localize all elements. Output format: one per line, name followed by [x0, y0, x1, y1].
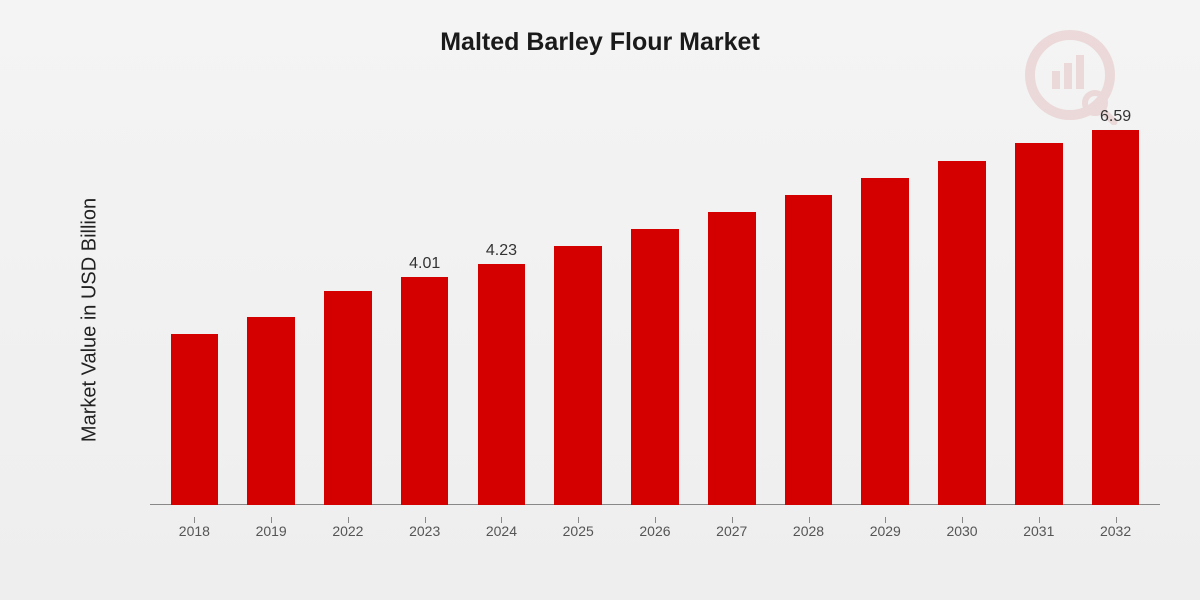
- bar-value-label: 6.59: [1100, 108, 1131, 126]
- bar: [631, 229, 679, 505]
- bar: [861, 178, 909, 505]
- bar: [247, 317, 295, 505]
- bar: [1015, 143, 1063, 505]
- bar-slot: [617, 95, 694, 505]
- bar-slot: 4.01: [386, 95, 463, 505]
- x-axis-tick: [271, 517, 272, 523]
- x-axis-tick: [348, 517, 349, 523]
- bar-slot: [233, 95, 310, 505]
- x-axis-tick: [578, 517, 579, 523]
- bars-container: 4.01 4.23 6.59: [150, 95, 1160, 505]
- x-axis-tick: [1116, 517, 1117, 523]
- x-axis-tick-label: 2028: [770, 523, 847, 539]
- x-labels-container: 2018201920222023202420252026202720282029…: [150, 523, 1160, 539]
- x-axis-tick-label: 2027: [693, 523, 770, 539]
- x-axis-tick-label: 2026: [617, 523, 694, 539]
- bar-slot: [310, 95, 387, 505]
- x-axis-tick: [501, 517, 502, 523]
- chart-area: Market Value in USD Billion 4.01 4.23 6.59…: [70, 95, 1160, 545]
- bar-slot: [156, 95, 233, 505]
- x-axis-tick: [809, 517, 810, 523]
- x-axis-tick: [194, 517, 195, 523]
- x-axis-tick: [1039, 517, 1040, 523]
- bar: 4.01: [401, 277, 449, 505]
- bar-slot: [770, 95, 847, 505]
- x-axis-tick-label: 2024: [463, 523, 540, 539]
- bar-slot: 6.59: [1077, 95, 1154, 505]
- x-axis-tick-label: 2022: [310, 523, 387, 539]
- x-axis-tick-label: 2018: [156, 523, 233, 539]
- bar-slot: [540, 95, 617, 505]
- x-axis-tick-label: 2031: [1000, 523, 1077, 539]
- bar-value-label: 4.01: [409, 255, 440, 273]
- x-axis-tick: [655, 517, 656, 523]
- x-axis-tick-label: 2030: [924, 523, 1001, 539]
- plot-area: 4.014.236.59 201820192022202320242025202…: [150, 95, 1160, 505]
- bar: [324, 291, 372, 505]
- bar: [708, 212, 756, 505]
- x-axis-tick: [885, 517, 886, 523]
- bar: [938, 161, 986, 506]
- bar: 6.59: [1092, 130, 1140, 505]
- bar: [554, 246, 602, 505]
- x-axis-tick-label: 2025: [540, 523, 617, 539]
- bar-value-label: 4.23: [486, 242, 517, 260]
- x-axis-tick: [732, 517, 733, 523]
- bar: 4.23: [478, 264, 526, 505]
- x-axis-tick: [962, 517, 963, 523]
- bar-slot: [924, 95, 1001, 505]
- bar: [171, 334, 219, 505]
- y-axis-label: Market Value in USD Billion: [79, 198, 102, 442]
- x-axis-tick-label: 2032: [1077, 523, 1154, 539]
- x-axis-tick: [425, 517, 426, 523]
- x-axis-tick-label: 2019: [233, 523, 310, 539]
- bar: [785, 195, 833, 505]
- bar-slot: [847, 95, 924, 505]
- bar-slot: [693, 95, 770, 505]
- bar-slot: [1000, 95, 1077, 505]
- x-axis-tick-label: 2029: [847, 523, 924, 539]
- x-axis-tick-label: 2023: [386, 523, 463, 539]
- bar-slot: 4.23: [463, 95, 540, 505]
